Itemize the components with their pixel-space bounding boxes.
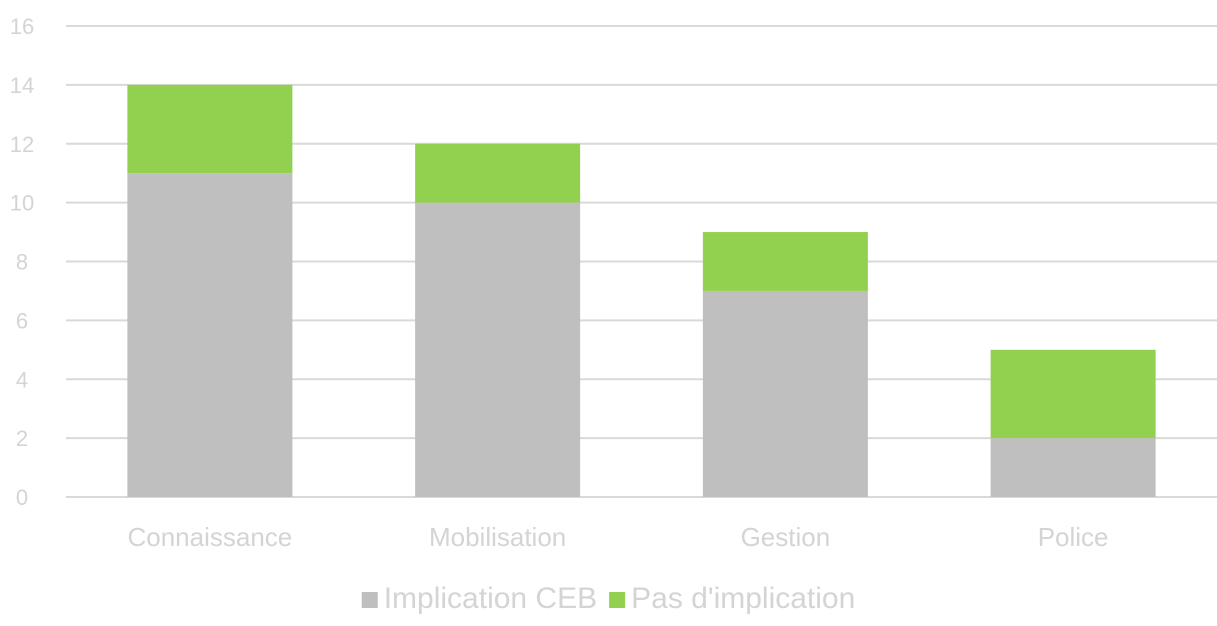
- bar-segment-pas-d-implication: [990, 349, 1156, 439]
- y-tick-label: 10: [10, 191, 34, 216]
- x-category-label: Mobilisation: [429, 522, 566, 552]
- x-category-label: Police: [1038, 522, 1109, 552]
- legend-swatch: [609, 592, 626, 608]
- y-tick-label: 6: [16, 308, 28, 333]
- y-axis-ticks: 0 2 4 6 8 10 12 14 16: [10, 14, 34, 510]
- legend-label: Implication CEB: [384, 582, 597, 615]
- legend-swatch: [361, 592, 378, 608]
- bars: [127, 84, 1156, 497]
- x-category-label: Gestion: [741, 522, 831, 552]
- x-axis-categories: Connaissance Mobilisation Gestion Police: [127, 522, 1108, 552]
- bar-segment-pas-d-implication: [127, 84, 293, 174]
- y-tick-label: 16: [10, 14, 34, 39]
- bar-segment-implication-ceb: [702, 290, 868, 497]
- y-tick-label: 14: [10, 73, 34, 98]
- y-tick-label: 12: [10, 132, 34, 157]
- legend-label: Pas d'implication: [631, 582, 855, 615]
- bar-segment-pas-d-implication: [415, 143, 581, 203]
- y-tick-label: 8: [16, 250, 28, 275]
- y-tick-label: 0: [16, 485, 28, 510]
- legend: Implication CEB Pas d'implication: [361, 582, 855, 615]
- bar-segment-implication-ceb: [415, 202, 581, 497]
- y-tick-label: 2: [16, 426, 28, 451]
- bar-segment-implication-ceb: [990, 438, 1156, 497]
- x-category-label: Connaissance: [127, 522, 292, 552]
- bar-segment-pas-d-implication: [702, 232, 868, 291]
- y-tick-label: 4: [16, 367, 28, 392]
- bar-segment-implication-ceb: [127, 173, 293, 497]
